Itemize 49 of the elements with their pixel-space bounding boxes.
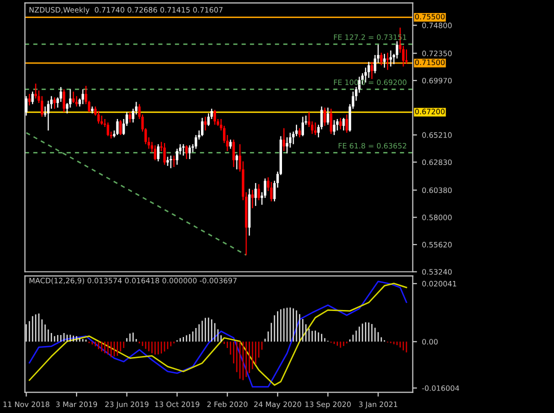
- candlestick: [182, 144, 185, 156]
- candlestick: [368, 61, 370, 78]
- candlestick: [200, 117, 204, 137]
- candlestick: [72, 91, 75, 104]
- candlestick: [166, 156, 169, 166]
- candlestick: [157, 144, 160, 162]
- candlestick: [128, 112, 132, 124]
- candlestick: [31, 91, 34, 105]
- candlestick: [172, 155, 176, 168]
- candlestick: [53, 96, 56, 110]
- candlestick: [270, 181, 273, 202]
- candlestick: [91, 106, 94, 114]
- candlestick: [176, 148, 178, 166]
- candlestick: [194, 134, 198, 150]
- candlestick: [214, 109, 216, 126]
- candlestick: [370, 61, 374, 80]
- candlestick: [339, 117, 342, 130]
- candlestick: [282, 128, 286, 152]
- candlestick: [332, 120, 336, 136]
- candlestick: [154, 144, 156, 161]
- candlestick: [25, 96, 28, 116]
- candlestick: [116, 118, 119, 136]
- candlestick: [380, 52, 383, 66]
- candlestick: [188, 144, 191, 160]
- candlestick: [47, 100, 50, 132]
- candlestick: [258, 184, 260, 201]
- candlestick: [163, 142, 166, 166]
- candlestick: [405, 48, 408, 65]
- candlestick: [346, 114, 348, 134]
- candlestick: [236, 154, 238, 170]
- candlestick: [82, 88, 84, 105]
- candlestick: [330, 108, 332, 134]
- candlestick: [170, 155, 172, 169]
- candlestick: [298, 128, 301, 138]
- candlestick: [119, 120, 122, 136]
- candlestick: [386, 52, 389, 70]
- candlestick: [62, 88, 66, 113]
- candlestick: [342, 117, 345, 132]
- candlestick: [106, 122, 110, 137]
- candlestick: [232, 139, 235, 168]
- candlestick: [326, 107, 330, 126]
- candlestick: [97, 110, 100, 124]
- candlestick: [324, 107, 326, 126]
- candlestick: [254, 182, 257, 206]
- candlestick: [302, 116, 304, 137]
- candlestick: [314, 122, 317, 136]
- candlestick: [286, 136, 288, 154]
- candlestick: [28, 93, 31, 106]
- candlestick: [383, 53, 386, 68]
